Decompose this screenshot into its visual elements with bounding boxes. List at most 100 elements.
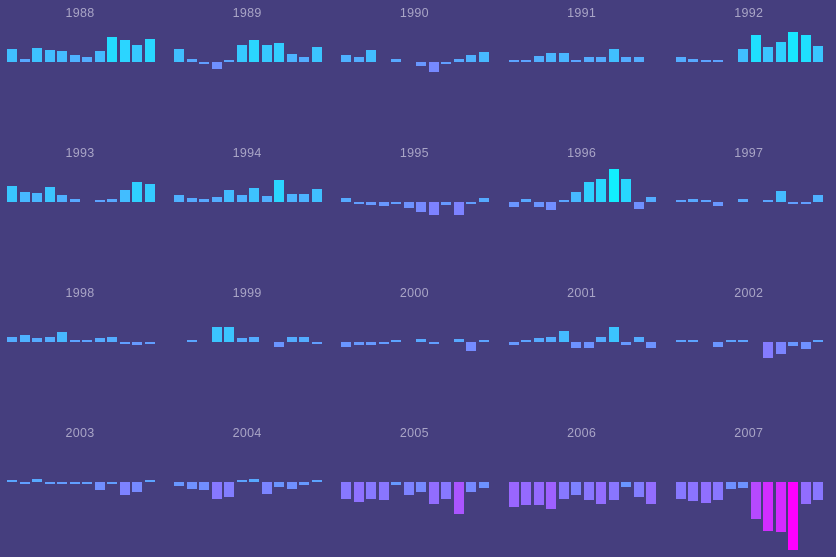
panel-year-label: 1994 <box>232 146 262 160</box>
bar <box>299 194 310 202</box>
panel-bar-chart <box>669 140 836 280</box>
panel-bar-chart <box>502 280 669 420</box>
bar <box>583 482 594 500</box>
bar <box>311 189 322 202</box>
bar <box>391 340 402 342</box>
bar <box>621 342 632 345</box>
bar <box>341 482 352 499</box>
bar <box>675 482 686 499</box>
bar <box>249 479 260 482</box>
bar <box>211 62 222 69</box>
bar <box>571 192 582 202</box>
bar <box>119 190 130 202</box>
bar <box>32 338 42 342</box>
year-panel: 2005 <box>334 420 501 557</box>
bar <box>107 337 117 342</box>
bar <box>596 179 607 202</box>
year-panel: 1991 <box>502 0 669 140</box>
bar <box>788 32 799 62</box>
bar <box>19 192 30 202</box>
bar <box>366 342 377 345</box>
bar <box>700 200 711 202</box>
bar <box>199 199 210 202</box>
bar <box>107 37 117 62</box>
bar <box>107 482 117 484</box>
bar <box>211 482 222 499</box>
year-panel: 1992 <box>669 0 836 140</box>
panel-bar-chart <box>502 140 669 280</box>
bar <box>32 193 42 202</box>
bar <box>286 337 297 342</box>
bar <box>571 482 582 495</box>
bar <box>621 482 632 487</box>
bar <box>700 482 711 503</box>
bar <box>428 482 439 504</box>
bar <box>261 45 272 62</box>
bar <box>224 190 235 202</box>
year-panel: 1999 <box>167 280 334 420</box>
bar <box>800 202 811 204</box>
bar <box>69 482 80 484</box>
bar <box>521 482 532 505</box>
bar <box>546 202 557 210</box>
panel-year-label: 1993 <box>65 146 95 160</box>
bar <box>441 202 452 205</box>
bar <box>621 57 632 62</box>
bar <box>441 62 452 64</box>
bar <box>224 482 235 497</box>
bar <box>119 342 130 344</box>
bar <box>69 340 80 342</box>
panel-bar-chart <box>669 280 836 420</box>
bar <box>186 59 197 62</box>
bar <box>416 339 427 342</box>
bar <box>546 53 557 62</box>
bar <box>608 49 619 62</box>
bar <box>725 482 736 489</box>
bar <box>416 202 427 212</box>
panel-year-label: 1991 <box>567 6 597 20</box>
bar <box>775 342 786 354</box>
bar <box>546 337 557 342</box>
bar <box>688 482 699 501</box>
bar <box>311 47 322 62</box>
bar <box>366 50 377 62</box>
bar <box>466 202 477 204</box>
year-panel: 2004 <box>167 420 334 557</box>
bar <box>508 482 519 507</box>
bar <box>57 195 67 202</box>
bar <box>378 342 389 344</box>
bar <box>453 482 464 514</box>
bar <box>224 60 235 62</box>
panel-bar-chart <box>167 420 334 557</box>
bar <box>646 342 657 348</box>
bar <box>738 49 749 62</box>
bar <box>466 482 477 492</box>
bar <box>286 194 297 202</box>
bar <box>583 342 594 348</box>
bar <box>453 339 464 342</box>
bar <box>441 482 452 499</box>
bar <box>596 337 607 342</box>
year-panel: 2001 <box>502 280 669 420</box>
bar <box>274 43 285 62</box>
bar <box>299 482 310 485</box>
bar <box>675 200 686 202</box>
bar <box>32 48 42 62</box>
bar <box>311 480 322 482</box>
year-panel: 1996 <box>502 140 669 280</box>
bar <box>533 338 544 342</box>
bar <box>107 199 117 202</box>
bar <box>571 342 582 348</box>
bar <box>428 202 439 215</box>
bar <box>713 60 724 62</box>
year-panel: 2006 <box>502 420 669 557</box>
bar <box>57 51 67 62</box>
bar <box>713 202 724 206</box>
year-panel: 1993 <box>0 140 167 280</box>
panel-bar-chart <box>502 420 669 557</box>
bar <box>800 342 811 349</box>
bar <box>583 57 594 62</box>
bar <box>478 482 489 488</box>
bar <box>7 186 17 202</box>
bar <box>546 482 557 509</box>
